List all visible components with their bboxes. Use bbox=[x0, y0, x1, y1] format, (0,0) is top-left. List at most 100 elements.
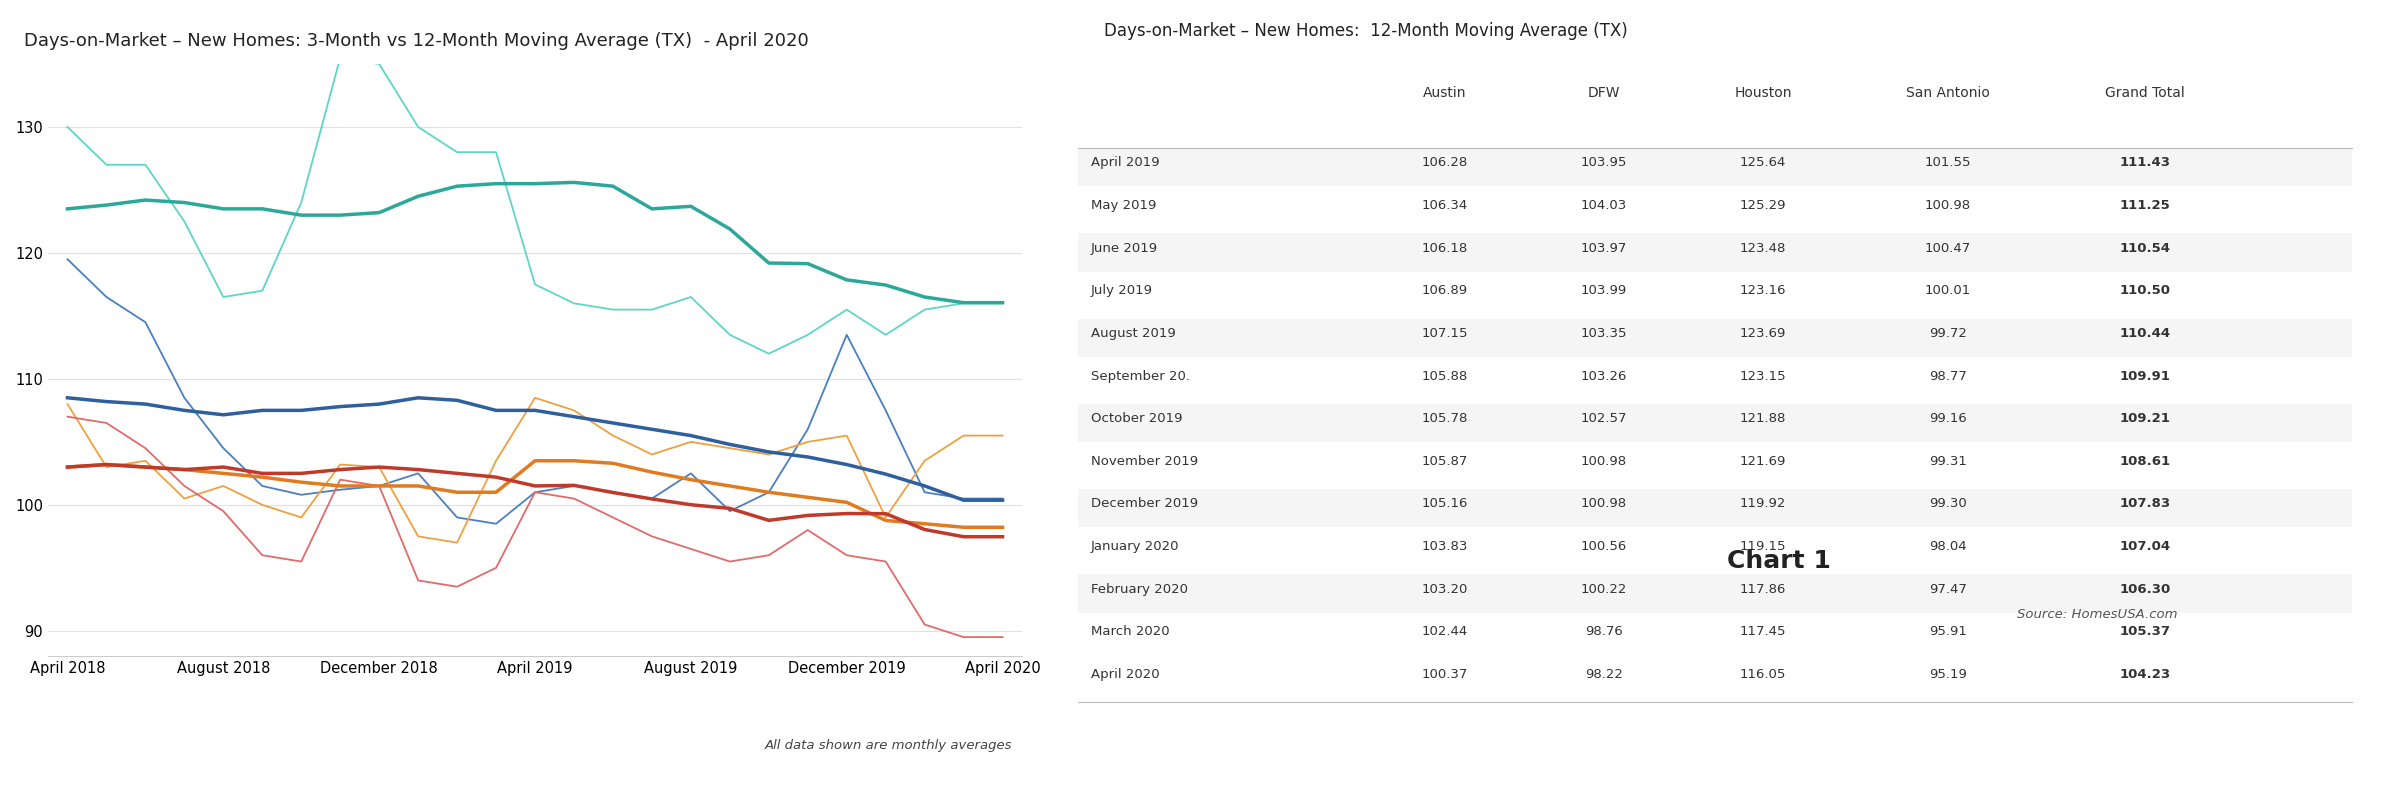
FancyBboxPatch shape bbox=[1078, 574, 2352, 613]
Text: April 2019: April 2019 bbox=[1092, 157, 1159, 170]
Text: 99.31: 99.31 bbox=[1930, 455, 1966, 468]
Text: DFW: DFW bbox=[1586, 86, 1620, 99]
Text: 98.22: 98.22 bbox=[1584, 668, 1622, 681]
Text: 103.97: 103.97 bbox=[1582, 242, 1627, 254]
Text: 121.69: 121.69 bbox=[1740, 455, 1786, 468]
Text: 106.28: 106.28 bbox=[1421, 157, 1466, 170]
Text: Days-on-Market – New Homes:  12-Month Moving Average (TX): Days-on-Market – New Homes: 12-Month Mov… bbox=[1104, 22, 1627, 40]
Text: 100.22: 100.22 bbox=[1582, 582, 1627, 596]
Text: March 2020: March 2020 bbox=[1092, 626, 1169, 638]
Text: 111.25: 111.25 bbox=[2119, 199, 2170, 212]
Text: September 20.: September 20. bbox=[1092, 370, 1190, 382]
Text: 102.57: 102.57 bbox=[1582, 412, 1627, 426]
Text: 99.16: 99.16 bbox=[1930, 412, 1966, 426]
Text: 98.77: 98.77 bbox=[1930, 370, 1966, 382]
Text: 125.29: 125.29 bbox=[1740, 199, 1786, 212]
Text: 106.18: 106.18 bbox=[1421, 242, 1466, 254]
FancyBboxPatch shape bbox=[1078, 361, 2352, 399]
Text: 109.91: 109.91 bbox=[2119, 370, 2170, 382]
Text: Houston: Houston bbox=[1735, 86, 1793, 99]
Text: 101.55: 101.55 bbox=[1925, 157, 1970, 170]
Text: Source: HomesUSA.com: Source: HomesUSA.com bbox=[2016, 608, 2177, 621]
Text: 105.37: 105.37 bbox=[2119, 626, 2170, 638]
FancyBboxPatch shape bbox=[1078, 404, 2352, 442]
Text: 100.98: 100.98 bbox=[1582, 455, 1627, 468]
Text: 107.83: 107.83 bbox=[2119, 498, 2170, 510]
Text: 98.76: 98.76 bbox=[1584, 626, 1622, 638]
Text: October 2019: October 2019 bbox=[1092, 412, 1183, 426]
Text: 100.98: 100.98 bbox=[1925, 199, 1970, 212]
Text: 100.47: 100.47 bbox=[1925, 242, 1970, 254]
Text: 106.30: 106.30 bbox=[2119, 582, 2170, 596]
FancyBboxPatch shape bbox=[1078, 532, 2352, 570]
Text: August 2019: August 2019 bbox=[1092, 327, 1176, 340]
Text: 99.30: 99.30 bbox=[1930, 498, 1966, 510]
Text: 103.83: 103.83 bbox=[1421, 540, 1469, 553]
Text: 117.86: 117.86 bbox=[1740, 582, 1786, 596]
FancyBboxPatch shape bbox=[1078, 276, 2352, 314]
Text: 123.48: 123.48 bbox=[1740, 242, 1786, 254]
Text: 106.34: 106.34 bbox=[1421, 199, 1466, 212]
Text: May 2019: May 2019 bbox=[1092, 199, 1157, 212]
Text: 95.19: 95.19 bbox=[1930, 668, 1966, 681]
Text: Grand Total: Grand Total bbox=[2105, 86, 2184, 99]
Text: 107.04: 107.04 bbox=[2119, 540, 2170, 553]
Text: 123.69: 123.69 bbox=[1740, 327, 1786, 340]
FancyBboxPatch shape bbox=[1078, 190, 2352, 229]
Text: 116.05: 116.05 bbox=[1740, 668, 1786, 681]
Text: 100.56: 100.56 bbox=[1582, 540, 1627, 553]
Text: 123.15: 123.15 bbox=[1740, 370, 1786, 382]
Text: 105.87: 105.87 bbox=[1421, 455, 1469, 468]
Text: 117.45: 117.45 bbox=[1740, 626, 1786, 638]
Text: 121.88: 121.88 bbox=[1740, 412, 1786, 426]
Text: November 2019: November 2019 bbox=[1092, 455, 1198, 468]
FancyBboxPatch shape bbox=[1078, 617, 2352, 655]
Text: 110.54: 110.54 bbox=[2119, 242, 2170, 254]
Text: 95.91: 95.91 bbox=[1930, 626, 1966, 638]
FancyBboxPatch shape bbox=[1078, 446, 2352, 485]
FancyBboxPatch shape bbox=[1078, 659, 2352, 698]
Text: 100.98: 100.98 bbox=[1582, 498, 1627, 510]
Text: San Antonio: San Antonio bbox=[1906, 86, 1990, 99]
Text: June 2019: June 2019 bbox=[1092, 242, 1159, 254]
Text: 105.16: 105.16 bbox=[1421, 498, 1469, 510]
Text: 104.03: 104.03 bbox=[1582, 199, 1627, 212]
Text: 99.72: 99.72 bbox=[1930, 327, 1966, 340]
Text: 98.04: 98.04 bbox=[1930, 540, 1966, 553]
FancyBboxPatch shape bbox=[1078, 234, 2352, 272]
Text: 100.01: 100.01 bbox=[1925, 284, 1970, 298]
FancyBboxPatch shape bbox=[1078, 318, 2352, 357]
Text: December 2019: December 2019 bbox=[1092, 498, 1198, 510]
FancyBboxPatch shape bbox=[1078, 148, 2352, 186]
Text: 123.16: 123.16 bbox=[1740, 284, 1786, 298]
Text: 100.37: 100.37 bbox=[1421, 668, 1469, 681]
Text: 103.95: 103.95 bbox=[1582, 157, 1627, 170]
Text: Days-on-Market – New Homes: 3-Month vs 12-Month Moving Average (TX)  - April 202: Days-on-Market – New Homes: 3-Month vs 1… bbox=[24, 32, 809, 50]
Text: Austin: Austin bbox=[1423, 86, 1466, 99]
Text: Chart 1: Chart 1 bbox=[1728, 550, 1831, 574]
Text: All data shown are monthly averages: All data shown are monthly averages bbox=[766, 739, 1013, 752]
Text: 103.26: 103.26 bbox=[1582, 370, 1627, 382]
Text: 104.23: 104.23 bbox=[2119, 668, 2170, 681]
Text: 125.64: 125.64 bbox=[1740, 157, 1786, 170]
Text: 109.21: 109.21 bbox=[2119, 412, 2170, 426]
Text: 108.61: 108.61 bbox=[2119, 455, 2170, 468]
Text: 111.43: 111.43 bbox=[2119, 157, 2170, 170]
Text: 103.99: 103.99 bbox=[1582, 284, 1627, 298]
Text: January 2020: January 2020 bbox=[1092, 540, 1178, 553]
FancyBboxPatch shape bbox=[1078, 489, 2352, 527]
Text: April 2020: April 2020 bbox=[1092, 668, 1159, 681]
Text: 105.78: 105.78 bbox=[1421, 412, 1469, 426]
Text: July 2019: July 2019 bbox=[1092, 284, 1152, 298]
Text: 103.20: 103.20 bbox=[1421, 582, 1469, 596]
Text: 119.92: 119.92 bbox=[1740, 498, 1786, 510]
Text: 102.44: 102.44 bbox=[1421, 626, 1466, 638]
Text: 97.47: 97.47 bbox=[1930, 582, 1966, 596]
Text: 103.35: 103.35 bbox=[1582, 327, 1627, 340]
Text: 107.15: 107.15 bbox=[1421, 327, 1469, 340]
Text: 119.15: 119.15 bbox=[1740, 540, 1786, 553]
Text: 110.50: 110.50 bbox=[2119, 284, 2170, 298]
Text: 105.88: 105.88 bbox=[1421, 370, 1466, 382]
Text: February 2020: February 2020 bbox=[1092, 582, 1188, 596]
Text: 110.44: 110.44 bbox=[2119, 327, 2170, 340]
